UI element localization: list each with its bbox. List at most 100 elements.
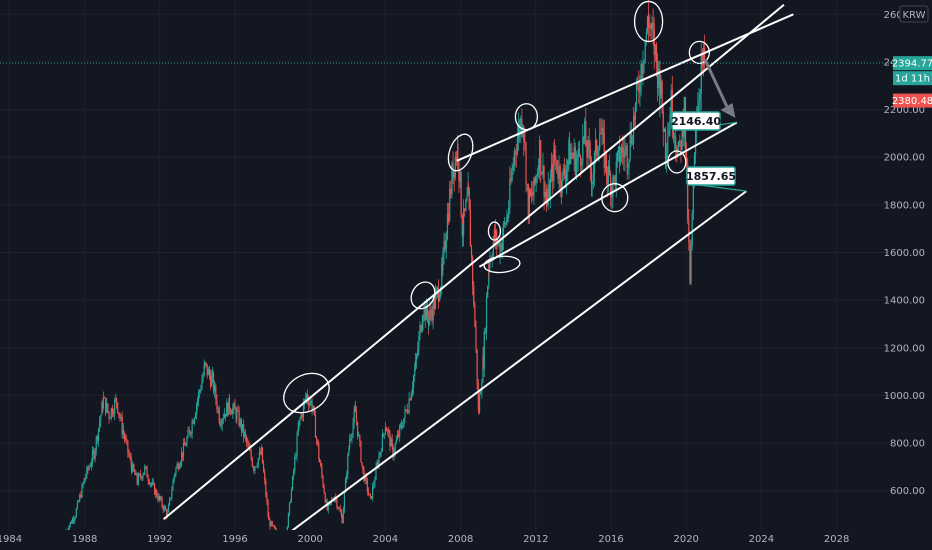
price-badges: 2394.77 1d 11h 2380.48 bbox=[892, 56, 932, 108]
candle-body bbox=[360, 441, 362, 463]
candle-body bbox=[392, 445, 394, 458]
candle-body bbox=[243, 424, 245, 437]
channel-line[interactable] bbox=[478, 121, 738, 268]
candle-body bbox=[509, 178, 511, 208]
annotation-circle[interactable] bbox=[483, 255, 521, 274]
candle-body bbox=[521, 118, 523, 133]
candle-body bbox=[419, 325, 421, 336]
candle-body bbox=[205, 362, 207, 365]
candle-body bbox=[681, 118, 683, 150]
channel-line[interactable] bbox=[456, 13, 794, 162]
annotation-circle[interactable] bbox=[444, 131, 478, 174]
candle-body bbox=[676, 148, 678, 157]
candle-body bbox=[298, 420, 300, 429]
candle-body bbox=[80, 494, 82, 498]
candle-body bbox=[416, 355, 418, 361]
candle-body bbox=[117, 402, 119, 413]
candle-body bbox=[315, 437, 318, 440]
candle-body bbox=[250, 450, 252, 459]
candle-body bbox=[71, 518, 74, 524]
prev-close-badge: 2380.48 bbox=[892, 93, 932, 108]
candle-body bbox=[341, 515, 343, 524]
candle-body bbox=[449, 188, 451, 222]
candle-body bbox=[221, 419, 223, 426]
candle-body bbox=[336, 498, 338, 508]
annotation-circle[interactable] bbox=[487, 221, 502, 241]
candle-body bbox=[650, 24, 652, 29]
candle-body bbox=[215, 385, 217, 400]
candle-body bbox=[602, 127, 604, 133]
candle-body bbox=[199, 390, 201, 393]
candle-body bbox=[128, 452, 130, 456]
currency-label[interactable]: KRW bbox=[899, 5, 929, 23]
candle-body bbox=[457, 143, 459, 161]
annotation-circle[interactable] bbox=[514, 103, 539, 131]
candle-body bbox=[105, 397, 107, 413]
candle-body bbox=[170, 497, 172, 499]
candle-body bbox=[109, 417, 111, 419]
candle-body bbox=[662, 111, 664, 132]
candle-body bbox=[585, 120, 587, 147]
candle-body bbox=[478, 394, 481, 412]
channel-line[interactable] bbox=[162, 3, 785, 521]
candle-body bbox=[209, 375, 212, 387]
candle-body bbox=[501, 238, 503, 251]
candle-body bbox=[502, 223, 505, 239]
candle-body bbox=[685, 152, 688, 165]
price-axis[interactable] bbox=[893, 0, 932, 550]
candle-body bbox=[615, 161, 617, 187]
channel-lines[interactable] bbox=[162, 3, 794, 532]
candle-body bbox=[347, 454, 349, 476]
candle-body bbox=[430, 309, 432, 314]
candle-body bbox=[698, 100, 700, 106]
channel-line[interactable] bbox=[290, 190, 747, 532]
y-tick-label: 1400.00 bbox=[884, 296, 925, 307]
candle-body bbox=[308, 400, 310, 406]
candle-body bbox=[89, 466, 91, 468]
projection-arrow[interactable] bbox=[703, 58, 736, 118]
candle-body bbox=[90, 462, 92, 467]
annotation-circle[interactable] bbox=[667, 150, 687, 174]
price-callout[interactable]: 1857.65 bbox=[686, 166, 747, 192]
candle-body bbox=[103, 397, 106, 399]
candle-body bbox=[378, 455, 380, 467]
candle-body bbox=[342, 509, 344, 524]
annotation-circle[interactable] bbox=[633, 0, 664, 43]
candle-body bbox=[664, 128, 667, 158]
candle-body bbox=[118, 412, 120, 415]
candle-body bbox=[440, 287, 442, 297]
last-price-badge: 2394.77 bbox=[892, 56, 932, 71]
candle-body bbox=[661, 80, 663, 112]
price-callout[interactable]: 2146.40 bbox=[671, 111, 738, 131]
candle-body bbox=[395, 439, 397, 444]
candle-body bbox=[567, 160, 569, 170]
candle-body bbox=[394, 443, 396, 453]
annotation-circles[interactable] bbox=[277, 0, 711, 420]
candle-body bbox=[306, 394, 309, 401]
candle-body bbox=[112, 413, 115, 415]
candle-body bbox=[443, 240, 445, 254]
annotation-circle[interactable] bbox=[601, 183, 629, 213]
annotation-circle[interactable] bbox=[277, 365, 337, 420]
annotation-circle[interactable] bbox=[406, 278, 439, 313]
candle-body bbox=[399, 424, 402, 426]
candle-body bbox=[300, 414, 302, 419]
candle-body bbox=[388, 430, 390, 433]
candle-body bbox=[175, 467, 177, 474]
x-tick-label: 2000 bbox=[297, 534, 322, 545]
candle-body bbox=[73, 518, 75, 521]
candle-body bbox=[533, 177, 535, 195]
candle-body bbox=[346, 475, 348, 479]
time-axis[interactable] bbox=[0, 530, 932, 550]
candle-body bbox=[671, 89, 673, 129]
candle-body bbox=[137, 474, 139, 485]
candle-body bbox=[543, 165, 545, 198]
candle-body bbox=[254, 466, 256, 471]
candle-body bbox=[670, 89, 672, 117]
candle-body bbox=[692, 177, 694, 214]
callouts[interactable]: 2146.40 1857.65 bbox=[671, 58, 747, 192]
candle-body bbox=[547, 184, 549, 205]
candle-body bbox=[147, 477, 149, 481]
candle-body bbox=[164, 506, 167, 510]
